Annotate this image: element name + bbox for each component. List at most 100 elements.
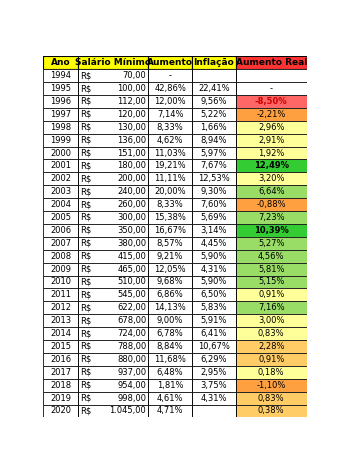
Text: 0,38%: 0,38% xyxy=(258,407,284,416)
Bar xyxy=(148,147,192,159)
Bar xyxy=(43,340,78,353)
Bar xyxy=(78,198,148,211)
Bar xyxy=(43,314,78,327)
Bar xyxy=(192,159,236,173)
Text: 2013: 2013 xyxy=(50,316,71,325)
Bar xyxy=(192,237,236,250)
Text: 2009: 2009 xyxy=(50,265,71,273)
Text: 6,41%: 6,41% xyxy=(201,329,227,338)
Bar xyxy=(236,340,307,353)
Bar xyxy=(78,276,148,288)
Bar xyxy=(148,366,192,379)
Bar xyxy=(192,108,236,121)
Text: R$: R$ xyxy=(80,368,92,377)
Bar xyxy=(148,392,192,404)
Bar xyxy=(148,82,192,95)
Text: 2005: 2005 xyxy=(50,213,71,222)
Bar xyxy=(78,237,148,250)
Bar xyxy=(78,340,148,353)
Bar xyxy=(192,211,236,224)
Text: 6,48%: 6,48% xyxy=(157,368,183,377)
Bar xyxy=(236,327,307,340)
Bar xyxy=(43,263,78,276)
Text: 1,81%: 1,81% xyxy=(157,381,183,390)
Text: 3,00%: 3,00% xyxy=(258,316,284,325)
Bar xyxy=(192,379,236,392)
Text: 2002: 2002 xyxy=(50,174,71,183)
Text: 260,00: 260,00 xyxy=(117,200,146,209)
Text: Aumento Real: Aumento Real xyxy=(236,58,307,67)
Bar xyxy=(236,69,307,82)
Bar xyxy=(192,327,236,340)
Bar xyxy=(192,147,236,159)
Text: 120,00: 120,00 xyxy=(117,110,146,119)
Text: 380,00: 380,00 xyxy=(117,239,146,248)
Text: 3,75%: 3,75% xyxy=(201,381,227,390)
Text: 2004: 2004 xyxy=(50,200,71,209)
Bar xyxy=(78,108,148,121)
Bar xyxy=(236,147,307,159)
Bar xyxy=(236,288,307,302)
Text: 937,00: 937,00 xyxy=(117,368,146,377)
Text: 2020: 2020 xyxy=(50,407,71,416)
Bar xyxy=(78,69,148,82)
Bar xyxy=(236,121,307,134)
Text: 136,00: 136,00 xyxy=(117,136,146,144)
Text: 12,00%: 12,00% xyxy=(154,97,186,106)
Bar xyxy=(43,392,78,404)
Text: 200,00: 200,00 xyxy=(117,174,146,183)
Bar xyxy=(43,276,78,288)
Bar xyxy=(43,198,78,211)
Text: 15,38%: 15,38% xyxy=(154,213,186,222)
Bar xyxy=(43,211,78,224)
Bar xyxy=(236,276,307,288)
Bar xyxy=(43,159,78,173)
Text: 4,71%: 4,71% xyxy=(157,407,183,416)
Bar xyxy=(148,237,192,250)
Bar xyxy=(78,121,148,134)
Text: 4,61%: 4,61% xyxy=(157,393,183,402)
Text: 112,00: 112,00 xyxy=(117,97,146,106)
Bar xyxy=(192,147,236,159)
Bar xyxy=(148,211,192,224)
Bar xyxy=(236,147,307,159)
Text: 2011: 2011 xyxy=(50,290,71,299)
Bar xyxy=(43,69,78,82)
Text: 2003: 2003 xyxy=(50,187,71,196)
Text: 6,78%: 6,78% xyxy=(157,329,183,338)
Text: 9,68%: 9,68% xyxy=(157,278,183,287)
Bar xyxy=(43,185,78,198)
Text: 130,00: 130,00 xyxy=(117,123,146,132)
Bar xyxy=(148,173,192,185)
Text: R$: R$ xyxy=(80,200,92,209)
Bar xyxy=(236,173,307,185)
Text: R$: R$ xyxy=(80,226,92,235)
Bar xyxy=(78,327,148,340)
Bar xyxy=(148,224,192,237)
Bar xyxy=(78,147,148,159)
Text: 5,91%: 5,91% xyxy=(201,316,227,325)
Bar xyxy=(43,56,78,69)
Bar xyxy=(148,121,192,134)
Text: R$: R$ xyxy=(80,187,92,196)
Bar xyxy=(192,288,236,302)
Text: 1,92%: 1,92% xyxy=(258,149,284,158)
Text: 2015: 2015 xyxy=(50,342,71,351)
Text: 6,64%: 6,64% xyxy=(258,187,284,196)
Bar xyxy=(148,276,192,288)
Text: 2008: 2008 xyxy=(50,252,71,261)
Bar xyxy=(148,263,192,276)
Text: 6,29%: 6,29% xyxy=(201,355,227,364)
Bar xyxy=(236,185,307,198)
Bar xyxy=(236,82,307,95)
Bar xyxy=(148,82,192,95)
Text: 10,39%: 10,39% xyxy=(254,226,288,235)
Bar xyxy=(78,250,148,263)
Text: 12,53%: 12,53% xyxy=(198,174,229,183)
Bar xyxy=(78,185,148,198)
Bar xyxy=(43,121,78,134)
Bar xyxy=(236,340,307,353)
Bar xyxy=(236,82,307,95)
Text: 7,14%: 7,14% xyxy=(157,110,183,119)
Bar xyxy=(236,263,307,276)
